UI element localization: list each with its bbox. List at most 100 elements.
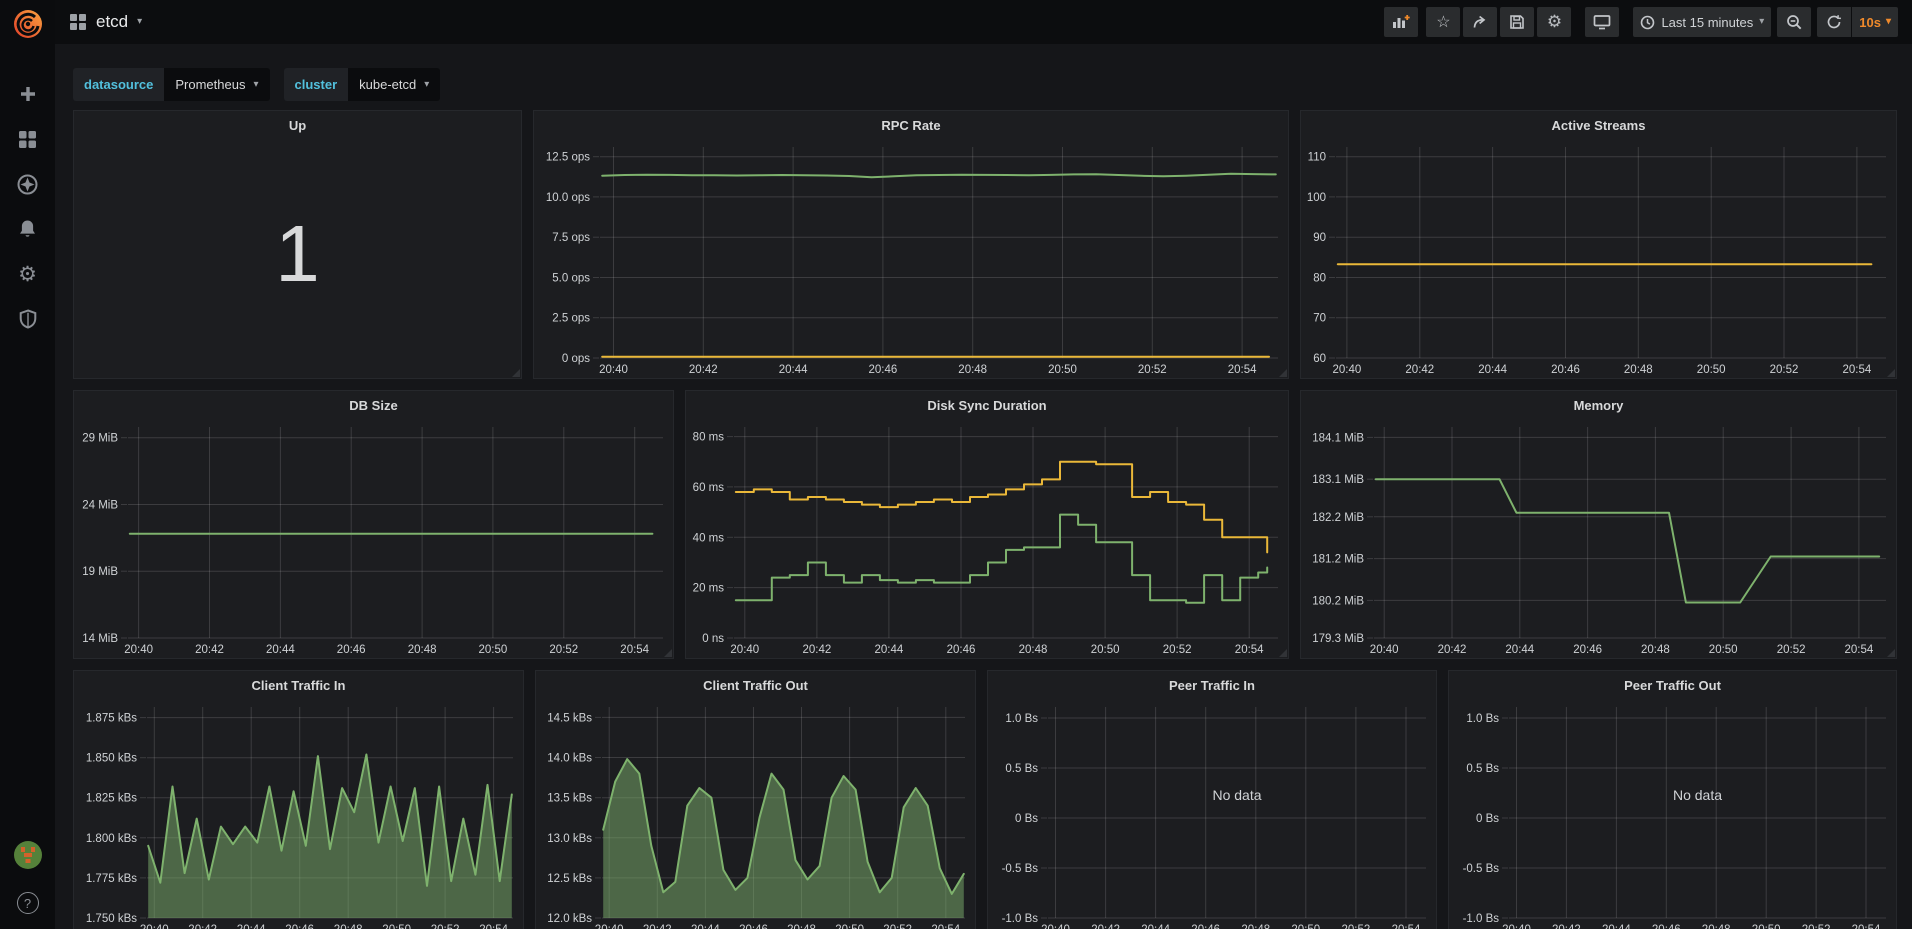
svg-text:20:42: 20:42 — [803, 644, 832, 656]
variable-datasource-value[interactable]: Prometheus ▾ — [164, 68, 269, 101]
svg-text:20:44: 20:44 — [266, 644, 295, 656]
svg-text:-1.0 Bs: -1.0 Bs — [1463, 913, 1500, 925]
db-size-chart[interactable]: 20:4020:4220:4420:4620:4820:5020:5220:54… — [74, 419, 673, 658]
panel-resize-handle[interactable] — [1279, 369, 1287, 377]
svg-text:7.5 ops: 7.5 ops — [552, 232, 590, 244]
svg-text:20:42: 20:42 — [643, 924, 672, 929]
svg-text:100: 100 — [1307, 192, 1326, 204]
sidebar-item-alerting[interactable] — [0, 217, 55, 241]
panel-title[interactable]: Client Traffic Out — [536, 671, 975, 699]
svg-text:20:48: 20:48 — [1241, 924, 1270, 929]
grafana-logo[interactable] — [0, 0, 55, 48]
svg-text:1.775 kBs: 1.775 kBs — [86, 873, 137, 885]
active-streams-chart[interactable]: 20:4020:4220:4420:4620:4820:5020:5220:54… — [1301, 139, 1896, 378]
svg-text:20:54: 20:54 — [1392, 924, 1421, 929]
panel-resize-handle[interactable] — [664, 649, 672, 657]
svg-text:20:50: 20:50 — [1709, 644, 1738, 656]
panel-title[interactable]: Peer Traffic In — [988, 671, 1436, 699]
sidebar-item-server-admin[interactable] — [0, 307, 55, 331]
panel-resize-handle[interactable] — [1279, 649, 1287, 657]
svg-text:20:44: 20:44 — [691, 924, 720, 929]
svg-text:1.825 kBs: 1.825 kBs — [86, 793, 137, 805]
svg-text:20:46: 20:46 — [285, 924, 314, 929]
page-title: etcd — [96, 12, 128, 32]
variable-cluster-value[interactable]: kube-etcd ▾ — [348, 68, 440, 101]
template-variables: datasource Prometheus ▾ cluster kube-etc… — [73, 68, 440, 101]
panel-title[interactable]: Peer Traffic Out — [1449, 671, 1896, 699]
svg-text:20:42: 20:42 — [689, 364, 718, 376]
save-dashboard-button[interactable] — [1500, 7, 1534, 37]
svg-text:1.0 Bs: 1.0 Bs — [1005, 713, 1038, 725]
svg-text:10.0 ops: 10.0 ops — [546, 192, 590, 204]
star-icon: ☆ — [1436, 12, 1450, 32]
svg-text:20:40: 20:40 — [1333, 364, 1362, 376]
panel-resize-handle[interactable] — [1887, 369, 1895, 377]
svg-text:20:42: 20:42 — [1091, 924, 1120, 929]
panel-title[interactable]: DB Size — [74, 391, 673, 419]
client-traffic-in-chart[interactable]: 20:4020:4220:4420:4620:4820:5020:5220:54… — [74, 699, 523, 929]
panel-memory: Memory 20:4020:4220:4420:4620:4820:5020:… — [1300, 390, 1897, 659]
panel-resize-handle[interactable] — [1887, 649, 1895, 657]
panel-title[interactable]: Active Streams — [1301, 111, 1896, 139]
panel-title[interactable]: Client Traffic In — [74, 671, 523, 699]
svg-text:20:52: 20:52 — [883, 924, 912, 929]
memory-chart[interactable]: 20:4020:4220:4420:4620:4820:5020:5220:54… — [1301, 419, 1896, 658]
variable-datasource: datasource Prometheus ▾ — [73, 68, 270, 101]
panel-disk-sync-duration: Disk Sync Duration 20:4020:4220:4420:462… — [685, 390, 1289, 659]
star-dashboard-button[interactable]: ☆ — [1426, 7, 1460, 37]
user-avatar[interactable] — [13, 840, 43, 875]
svg-text:20:46: 20:46 — [337, 644, 366, 656]
client-traffic-out-chart[interactable]: 20:4020:4220:4420:4620:4820:5020:5220:54… — [536, 699, 975, 929]
svg-text:20:52: 20:52 — [1342, 924, 1371, 929]
sidebar-item-help[interactable]: ? — [0, 891, 55, 915]
refresh-picker: 10s ▾ — [1817, 7, 1898, 37]
svg-text:20:42: 20:42 — [195, 644, 224, 656]
svg-text:20:54: 20:54 — [1852, 924, 1881, 929]
add-panel-icon — [1392, 14, 1410, 30]
svg-text:20:44: 20:44 — [1141, 924, 1170, 929]
compass-icon — [17, 174, 38, 195]
svg-text:1.750 kBs: 1.750 kBs — [86, 913, 137, 925]
svg-text:181.2 MiB: 181.2 MiB — [1312, 554, 1364, 566]
sidebar-item-create[interactable] — [0, 82, 55, 106]
svg-text:182.2 MiB: 182.2 MiB — [1312, 512, 1364, 524]
svg-text:12.0 kBs: 12.0 kBs — [547, 913, 592, 925]
svg-text:0 ops: 0 ops — [562, 353, 590, 365]
time-range-picker[interactable]: Last 15 minutes ▾ — [1633, 7, 1771, 37]
svg-text:20:54: 20:54 — [931, 924, 960, 929]
zoom-out-time-button[interactable] — [1777, 7, 1811, 37]
svg-text:20:46: 20:46 — [1573, 644, 1602, 656]
svg-text:184.1 MiB: 184.1 MiB — [1312, 432, 1364, 444]
panel-resize-handle[interactable] — [512, 369, 520, 377]
svg-text:0 ns: 0 ns — [702, 633, 724, 645]
svg-text:24 MiB: 24 MiB — [82, 500, 118, 512]
peer-traffic-in-chart[interactable]: 20:4020:4220:4420:4620:4820:5020:5220:54… — [988, 699, 1436, 929]
svg-text:20:40: 20:40 — [1370, 644, 1399, 656]
disk-sync-chart[interactable]: 20:4020:4220:4420:4620:4820:5020:5220:54… — [686, 419, 1288, 658]
panel-up: Up 1 — [73, 110, 522, 379]
add-panel-button[interactable] — [1384, 7, 1418, 37]
panel-title[interactable]: Disk Sync Duration — [686, 391, 1288, 419]
svg-text:80 ms: 80 ms — [693, 432, 725, 444]
share-dashboard-button[interactable] — [1463, 7, 1497, 37]
refresh-button[interactable] — [1817, 7, 1851, 37]
sidebar-item-configuration[interactable]: ⚙ — [0, 262, 55, 286]
peer-traffic-out-chart[interactable]: 20:4020:4220:4420:4620:4820:5020:5220:54… — [1449, 699, 1896, 929]
panel-title[interactable]: RPC Rate — [534, 111, 1288, 139]
dashboard-settings-button[interactable]: ⚙ — [1537, 7, 1571, 37]
svg-text:13.5 kBs: 13.5 kBs — [547, 793, 592, 805]
svg-text:60: 60 — [1313, 353, 1326, 365]
svg-text:14 MiB: 14 MiB — [82, 633, 118, 645]
svg-text:20:44: 20:44 — [1478, 364, 1507, 376]
svg-text:183.1 MiB: 183.1 MiB — [1312, 474, 1364, 486]
sidebar-item-dashboards[interactable] — [0, 127, 55, 151]
cycle-view-mode-button[interactable] — [1585, 7, 1619, 37]
svg-text:1.800 kBs: 1.800 kBs — [86, 833, 137, 845]
refresh-interval-button[interactable]: 10s ▾ — [1852, 7, 1898, 37]
svg-text:5.0 ops: 5.0 ops — [552, 273, 590, 285]
panel-title[interactable]: Memory — [1301, 391, 1896, 419]
sidebar-item-explore[interactable] — [0, 172, 55, 196]
refresh-icon — [1826, 14, 1842, 30]
dashboard-breadcrumb[interactable]: etcd ▾ — [69, 12, 142, 32]
rpc-rate-chart[interactable]: 20:4020:4220:4420:4620:4820:5020:5220:54… — [534, 139, 1288, 378]
